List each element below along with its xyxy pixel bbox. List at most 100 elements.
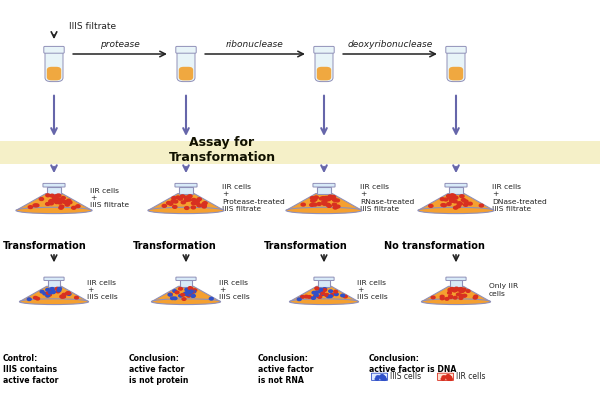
Circle shape xyxy=(375,378,379,380)
FancyBboxPatch shape xyxy=(317,187,331,194)
Circle shape xyxy=(179,288,182,290)
FancyBboxPatch shape xyxy=(176,277,196,280)
Circle shape xyxy=(458,202,463,205)
Circle shape xyxy=(197,198,201,201)
Circle shape xyxy=(440,297,444,300)
Polygon shape xyxy=(418,194,494,210)
Circle shape xyxy=(446,375,450,377)
Text: Assay for
Transformation: Assay for Transformation xyxy=(169,136,275,164)
Circle shape xyxy=(56,290,60,293)
Circle shape xyxy=(323,289,326,291)
Circle shape xyxy=(59,200,64,202)
Circle shape xyxy=(50,288,54,290)
Circle shape xyxy=(304,295,308,298)
Ellipse shape xyxy=(421,299,491,304)
Circle shape xyxy=(66,292,70,295)
FancyBboxPatch shape xyxy=(449,280,463,287)
Polygon shape xyxy=(148,194,224,210)
Circle shape xyxy=(455,288,459,291)
Circle shape xyxy=(59,206,63,209)
Text: IIR cells
+
IIIS cells: IIR cells + IIIS cells xyxy=(219,280,250,300)
FancyBboxPatch shape xyxy=(44,277,64,280)
Circle shape xyxy=(179,294,182,297)
Circle shape xyxy=(453,296,457,299)
Ellipse shape xyxy=(19,299,89,304)
Circle shape xyxy=(43,292,47,295)
Circle shape xyxy=(49,290,53,293)
Circle shape xyxy=(189,292,193,295)
Circle shape xyxy=(376,376,380,378)
Circle shape xyxy=(63,201,67,204)
Circle shape xyxy=(314,294,317,297)
Text: IIIS filtrate: IIIS filtrate xyxy=(69,22,116,31)
Circle shape xyxy=(450,288,454,290)
Circle shape xyxy=(336,205,340,208)
Circle shape xyxy=(202,204,206,207)
Circle shape xyxy=(171,200,175,202)
Circle shape xyxy=(445,376,449,378)
Circle shape xyxy=(448,292,451,294)
Text: IIR cells
+
IIIS cells: IIR cells + IIIS cells xyxy=(357,280,388,300)
Circle shape xyxy=(464,200,468,203)
Circle shape xyxy=(334,293,338,296)
FancyBboxPatch shape xyxy=(446,277,466,280)
Circle shape xyxy=(325,294,328,296)
Ellipse shape xyxy=(148,207,224,214)
Circle shape xyxy=(191,202,196,205)
Circle shape xyxy=(181,201,185,204)
Circle shape xyxy=(459,297,463,299)
Circle shape xyxy=(172,197,176,200)
Circle shape xyxy=(35,297,40,300)
Circle shape xyxy=(28,298,31,300)
Circle shape xyxy=(446,194,451,198)
Circle shape xyxy=(452,289,457,292)
Circle shape xyxy=(457,293,460,296)
Circle shape xyxy=(51,291,55,294)
FancyBboxPatch shape xyxy=(176,46,196,53)
Circle shape xyxy=(323,202,327,204)
Circle shape xyxy=(321,292,325,295)
Text: protease: protease xyxy=(100,40,140,49)
Circle shape xyxy=(61,197,65,200)
Circle shape xyxy=(379,376,383,378)
Text: ribonuclease: ribonuclease xyxy=(226,40,284,49)
Circle shape xyxy=(50,289,55,292)
Circle shape xyxy=(462,288,466,291)
Circle shape xyxy=(188,287,192,289)
Circle shape xyxy=(313,203,317,206)
Circle shape xyxy=(440,198,445,200)
Circle shape xyxy=(466,290,470,292)
Circle shape xyxy=(186,290,190,293)
Circle shape xyxy=(202,205,206,208)
Ellipse shape xyxy=(16,207,92,214)
Circle shape xyxy=(314,196,319,199)
Text: IIR cells
+
RNase-treated
IIIS filtrate: IIR cells + RNase-treated IIIS filtrate xyxy=(360,184,414,212)
FancyBboxPatch shape xyxy=(179,67,193,80)
Circle shape xyxy=(310,204,314,206)
Text: Conclusion:
active factor
is not protein: Conclusion: active factor is not protein xyxy=(129,354,188,385)
Circle shape xyxy=(62,293,66,296)
Text: IIR cells: IIR cells xyxy=(456,372,485,381)
Bar xyxy=(0,141,600,164)
Circle shape xyxy=(449,200,454,202)
Circle shape xyxy=(431,296,435,299)
Text: IIR cells
+
DNase-treated
IIIS filtrate: IIR cells + DNase-treated IIIS filtrate xyxy=(492,184,547,212)
Circle shape xyxy=(328,195,332,198)
Ellipse shape xyxy=(286,207,362,214)
Circle shape xyxy=(454,196,458,199)
Circle shape xyxy=(56,199,60,202)
Circle shape xyxy=(382,376,386,379)
Circle shape xyxy=(187,196,191,199)
Circle shape xyxy=(67,292,70,294)
Circle shape xyxy=(184,196,188,199)
Circle shape xyxy=(67,199,71,202)
Circle shape xyxy=(191,206,196,209)
Circle shape xyxy=(53,196,57,199)
Circle shape xyxy=(190,290,194,293)
Circle shape xyxy=(459,288,463,290)
Circle shape xyxy=(441,204,445,206)
Circle shape xyxy=(311,297,316,299)
Circle shape xyxy=(450,195,454,198)
Circle shape xyxy=(55,287,59,290)
Text: deoxyribonuclease: deoxyribonuclease xyxy=(347,40,433,49)
